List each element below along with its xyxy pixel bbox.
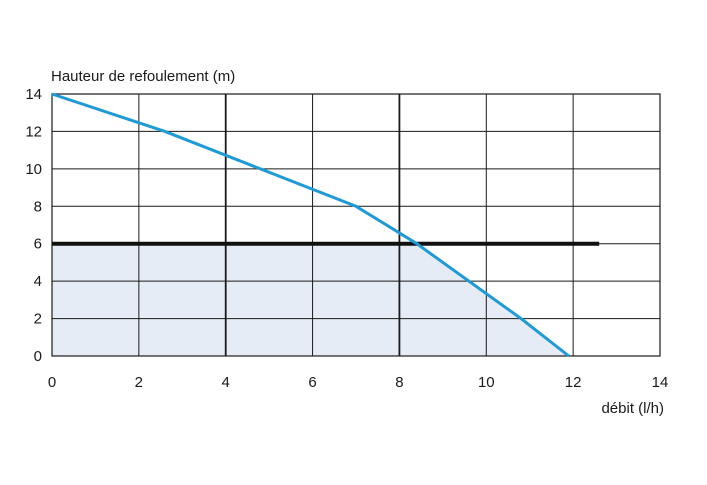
tick-labels-layer: 0 2 4 6 8 10 12 14 0 2 4 6 8 10 12 14 [25,86,668,391]
x-tick-label-12: 12 [565,374,582,391]
x-tick-label-14: 14 [652,374,669,391]
x-tick-label-6: 6 [308,374,316,391]
y-tick-label-12: 12 [25,123,42,140]
y-axis-title: Hauteur de refoulement (m) [51,68,235,85]
x-tick-label-8: 8 [395,374,403,391]
shaded-region-layer [52,243,569,356]
plot-frame [51,93,661,357]
x-tick-label-4: 4 [222,374,230,391]
y-tick-label-0: 0 [34,348,42,365]
series-layer [51,92,570,358]
x-tick-label-0: 0 [48,374,56,391]
shaded-region [52,243,569,356]
y-tick-label-8: 8 [34,198,42,215]
x-tick-label-10: 10 [478,374,495,391]
y-tick-label-2: 2 [34,311,42,328]
x-tick-label-2: 2 [135,374,143,391]
y-tick-label-14: 14 [25,86,42,103]
y-tick-label-6: 6 [34,236,42,253]
y-tick-label-10: 10 [25,161,42,178]
y-tick-label-4: 4 [34,273,42,290]
x-axis-title: débit (l/h) [601,400,664,417]
